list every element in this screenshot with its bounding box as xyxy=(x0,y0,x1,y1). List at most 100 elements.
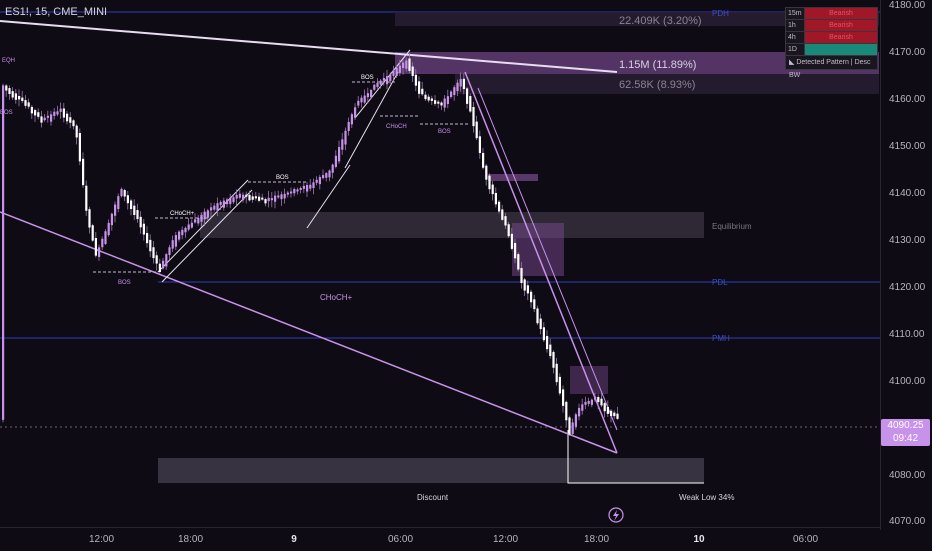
time-axis[interactable]: 12:00 18:00 9 06:00 12:00 18:00 10 06:00 xyxy=(0,527,880,551)
candle-body xyxy=(187,224,190,230)
candle-body xyxy=(226,199,229,205)
label-bos-4: BOS xyxy=(438,129,451,135)
tf-row-15m: 15m Bearish xyxy=(786,8,877,20)
candle-body xyxy=(232,197,235,203)
candle-body xyxy=(197,217,200,224)
price-tick: 4130.00 xyxy=(889,235,926,246)
candle-body xyxy=(72,120,75,127)
label-bos-1: BOS xyxy=(118,280,131,286)
candle-body xyxy=(40,116,43,123)
candle-body xyxy=(264,199,267,204)
candle-body xyxy=(539,318,542,330)
candle-body xyxy=(14,93,17,100)
candle-body xyxy=(11,91,14,98)
candle-body xyxy=(536,308,539,324)
wedge-line-1 xyxy=(464,71,618,454)
candle-body xyxy=(85,185,88,211)
candle-body xyxy=(104,231,107,244)
candle-body xyxy=(558,376,561,394)
candle-body xyxy=(184,227,187,233)
candle-body xyxy=(386,76,389,85)
candle-body xyxy=(302,185,305,189)
order-block-3 xyxy=(570,366,608,394)
candle-body xyxy=(56,111,59,115)
candle-body xyxy=(398,65,401,73)
candle-body xyxy=(469,96,472,112)
candle-body xyxy=(488,175,491,190)
candle-body xyxy=(194,219,197,223)
label-pmh: PMH xyxy=(712,334,730,343)
tf-cell: 1h xyxy=(786,20,805,31)
candle-body xyxy=(2,85,5,420)
candle-body xyxy=(360,97,363,103)
label-bos-2: BOS xyxy=(276,175,289,181)
channel-a2 xyxy=(161,189,253,283)
candle-body xyxy=(475,121,478,139)
candle-body xyxy=(549,344,552,357)
candle-body xyxy=(293,188,296,194)
candle-body xyxy=(158,263,161,272)
candle-body xyxy=(430,98,433,101)
label-pdh: PDH xyxy=(712,9,729,18)
candle-body xyxy=(610,410,613,417)
candle-body xyxy=(530,291,533,303)
candle-body xyxy=(456,82,459,92)
candle-body xyxy=(139,216,142,228)
candle-body xyxy=(299,187,302,190)
volume-zone-bottom xyxy=(455,74,879,94)
price-axis[interactable]: 4180.00 4170.00 4160.00 4150.00 4140.00 4130.… xyxy=(880,0,932,530)
candle-body xyxy=(485,165,488,180)
candle-body xyxy=(50,114,53,122)
candle-body xyxy=(251,196,254,200)
candle-body xyxy=(405,60,408,69)
candle-body xyxy=(597,397,600,403)
order-block-1 xyxy=(488,174,538,181)
candle-body xyxy=(123,190,126,197)
candle-body xyxy=(613,412,616,417)
candle-body xyxy=(133,205,136,215)
candle-body xyxy=(78,133,81,162)
channel-a1 xyxy=(157,179,249,273)
candle-body xyxy=(424,94,427,100)
candle-body xyxy=(514,242,517,259)
candle-body xyxy=(149,239,152,252)
price-tick: 4070.00 xyxy=(889,516,926,527)
candle-body xyxy=(245,194,248,197)
current-price-countdown: 09:42 xyxy=(892,433,919,444)
candle-body xyxy=(322,175,325,179)
label-pdl: PDL xyxy=(712,278,728,287)
candle-body xyxy=(318,177,321,185)
lightning-icon[interactable] xyxy=(608,507,624,523)
pattern-icon: ◣ xyxy=(789,59,797,66)
symbol-label[interactable]: ES1!, 15, CME_MINI xyxy=(5,6,108,18)
trendline-lower xyxy=(0,211,618,454)
label-bos-5: BOS xyxy=(0,110,13,116)
candle-body xyxy=(546,335,549,350)
candle-body xyxy=(376,82,379,88)
candle-body xyxy=(370,89,373,98)
candle-body xyxy=(261,197,264,200)
candle-body xyxy=(21,97,24,102)
candle-body xyxy=(290,191,293,194)
channel-b3 xyxy=(354,49,411,119)
candle-body xyxy=(66,113,69,122)
price-tick: 4180.00 xyxy=(889,0,926,11)
channel-b1 xyxy=(306,164,351,229)
tf-cell: 4h xyxy=(786,32,805,43)
candle-body xyxy=(603,403,606,412)
volume-zone-top xyxy=(395,12,879,26)
candle-body xyxy=(75,125,78,138)
candle-body xyxy=(315,179,318,183)
candle-body xyxy=(235,194,238,199)
price-tick: 4160.00 xyxy=(889,94,926,105)
label-weak-low: Weak Low 34% xyxy=(679,493,734,502)
candle-body xyxy=(427,96,430,101)
candle-body xyxy=(18,95,21,100)
candle-body xyxy=(392,70,395,76)
candle-body xyxy=(171,240,174,249)
candle-body xyxy=(107,222,110,236)
candle-body xyxy=(312,182,315,189)
candle-body xyxy=(434,100,437,104)
candle-body xyxy=(174,235,177,247)
